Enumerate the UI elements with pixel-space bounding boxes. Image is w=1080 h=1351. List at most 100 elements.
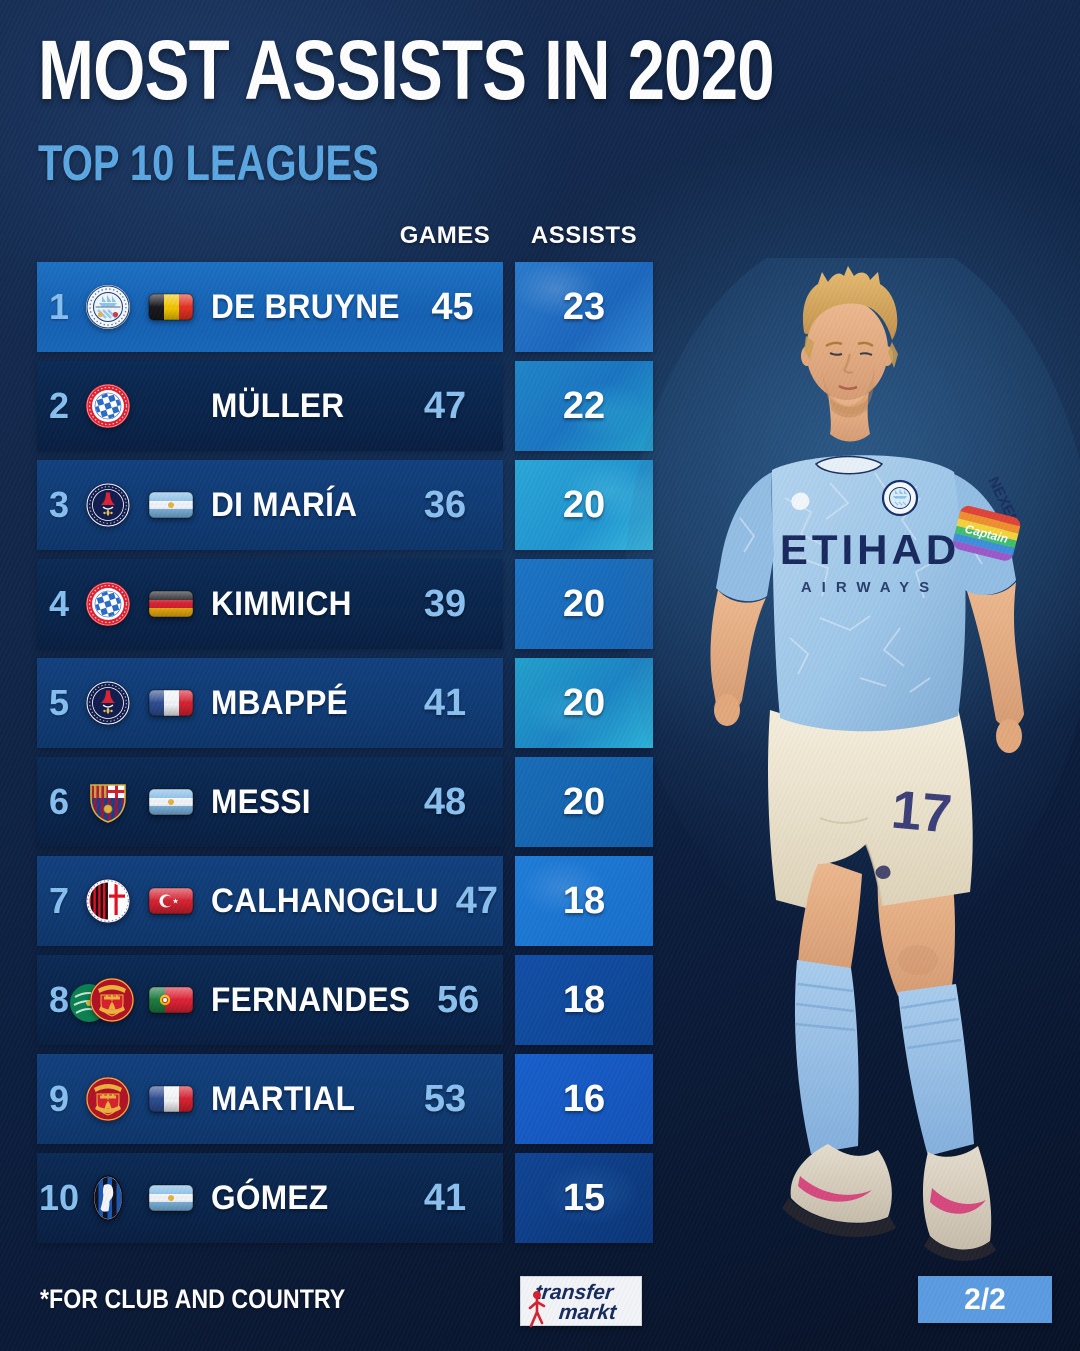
page-indicator: 2/2 — [964, 1282, 1006, 1316]
player-photo-de-bruyne: 17 ETIHAD AIRWAYS NEXEN Captain — [625, 258, 1080, 1261]
table-row: 6 MESSI 48 20 — [37, 757, 653, 847]
player-name: FERNANDES — [211, 980, 411, 1019]
assists-value: 20 — [562, 681, 606, 724]
row-main: 9 MARTIAL 53 — [37, 1054, 503, 1144]
table-row: 8 FERNANDES 56 18 — [37, 955, 653, 1045]
rank-label: 7 — [48, 880, 70, 921]
player-name: KIMMICH — [211, 584, 352, 623]
games-value: 47 — [455, 879, 499, 922]
table-row: 2 MÜLLER 47 22 — [37, 361, 653, 451]
assists-value: 20 — [562, 483, 606, 526]
row-main: 7 CALHANOGLU 47 — [37, 856, 503, 946]
row-main: 4 KIMMICH 39 — [37, 559, 503, 649]
svg-text:17: 17 — [889, 780, 954, 845]
ac-milan-badge-icon — [81, 878, 135, 924]
manchester-united-badge-icon — [90, 978, 134, 1022]
rank-label: 3 — [48, 484, 70, 525]
assists-value-box: 16 — [515, 1054, 653, 1144]
games-value: 56 — [437, 978, 480, 1021]
portugal-flag-icon — [145, 986, 197, 1014]
row-main: 5 MBAPPÉ 41 — [37, 658, 503, 748]
games-value: 47 — [423, 384, 467, 427]
atalanta-badge-icon — [81, 1172, 135, 1224]
assists-value-box: 20 — [515, 658, 653, 748]
rank-label: 2 — [48, 385, 70, 426]
footnote: *FOR CLUB AND COUNTRY — [40, 1284, 346, 1314]
page-indicator-badge: 2/2 — [918, 1276, 1052, 1323]
belgium-flag-icon — [145, 293, 197, 321]
row-main: 8 FERNANDES 56 — [37, 955, 503, 1045]
table-row: 10 GÓMEZ 41 15 — [37, 1153, 653, 1243]
player-name: MÜLLER — [211, 386, 345, 425]
assists-value: 16 — [562, 1077, 606, 1120]
row-main: 1 DE BRUYNE 45 — [37, 262, 503, 352]
player-name: MARTIAL — [211, 1079, 356, 1118]
argentina-flag-icon — [145, 491, 197, 519]
svg-text:AIRWAYS: AIRWAYS — [801, 579, 939, 596]
bayern-munich-badge-icon — [81, 581, 135, 627]
games-value: 48 — [423, 780, 467, 823]
svg-text:ETIHAD: ETIHAD — [780, 526, 960, 573]
assists-value: 18 — [562, 879, 606, 922]
games-value: 45 — [431, 285, 474, 328]
player-name: DI MARÍA — [211, 485, 358, 524]
table-row: 3 DI MARÍA 36 20 — [37, 460, 653, 550]
rank-label: 6 — [48, 781, 70, 822]
manchester-city-badge-icon — [81, 284, 135, 330]
assists-value: 22 — [562, 384, 606, 427]
barcelona-badge-icon — [81, 779, 135, 825]
games-value: 41 — [423, 681, 467, 724]
table-row: 5 MBAPPÉ 41 20 — [37, 658, 653, 748]
germany-flag-icon — [145, 590, 197, 618]
assists-value-box: 18 — [515, 856, 653, 946]
column-header-assists: ASSISTS — [530, 222, 638, 249]
bayern-munich-badge-icon — [81, 383, 135, 429]
assists-value: 18 — [562, 978, 606, 1021]
rank-label: 9 — [48, 1078, 70, 1119]
rank-label: 1 — [48, 286, 70, 327]
assists-value-box: 18 — [515, 955, 653, 1045]
rank-label: 8 — [48, 979, 70, 1020]
turkey-flag-icon — [145, 887, 197, 915]
player-name: CALHANOGLU — [211, 881, 439, 920]
psg-badge-icon — [81, 680, 135, 726]
assists-value-box: 20 — [515, 757, 653, 847]
assists-value: 20 — [562, 780, 606, 823]
assists-value: 23 — [562, 285, 606, 328]
assists-table: 1 DE BRUYNE 45 23 2 MÜLLER 4 — [37, 262, 653, 1243]
assists-value-box: 15 — [515, 1153, 653, 1243]
games-value: 53 — [423, 1077, 467, 1120]
row-main: 3 DI MARÍA 36 — [37, 460, 503, 550]
sporting-and-manchester-united-badges-icon — [70, 977, 135, 1023]
page-subtitle: TOP 10 LEAGUES — [38, 135, 379, 191]
table-row: 7 CALHANOGLU 47 18 — [37, 856, 653, 946]
assists-value: 15 — [562, 1176, 606, 1219]
player-name: DE BRUYNE — [211, 287, 400, 326]
games-value: 36 — [423, 483, 467, 526]
games-value: 41 — [423, 1176, 467, 1219]
argentina-flag-icon — [145, 788, 197, 816]
player-name: GÓMEZ — [211, 1178, 329, 1217]
table-row: 1 DE BRUYNE 45 23 — [37, 262, 653, 352]
column-header-games: GAMES — [399, 222, 491, 249]
row-main: 10 GÓMEZ 41 — [37, 1153, 503, 1243]
transfermarkt-logo: transfer markt — [520, 1276, 642, 1328]
rank-label: 10 — [38, 1177, 80, 1218]
row-main: 2 MÜLLER 47 — [37, 361, 503, 451]
manchester-united-badge-icon — [81, 1076, 135, 1122]
player-name: MESSI — [211, 782, 311, 821]
row-main: 6 MESSI 48 — [37, 757, 503, 847]
france-flag-icon — [145, 689, 197, 717]
logo-text-line2: markt — [557, 1301, 618, 1324]
table-row: 4 KIMMICH 39 20 — [37, 559, 653, 649]
assists-value-box: 22 — [515, 361, 653, 451]
games-value: 39 — [423, 582, 467, 625]
assists-value: 20 — [562, 582, 606, 625]
argentina-flag-icon — [145, 1184, 197, 1212]
logo-runner-icon — [528, 1291, 546, 1328]
france-flag-icon — [145, 1085, 197, 1113]
rank-label: 5 — [48, 682, 70, 723]
assists-value-box: 23 — [515, 262, 653, 352]
page-title: MOST ASSISTS IN 2020 — [38, 23, 775, 117]
